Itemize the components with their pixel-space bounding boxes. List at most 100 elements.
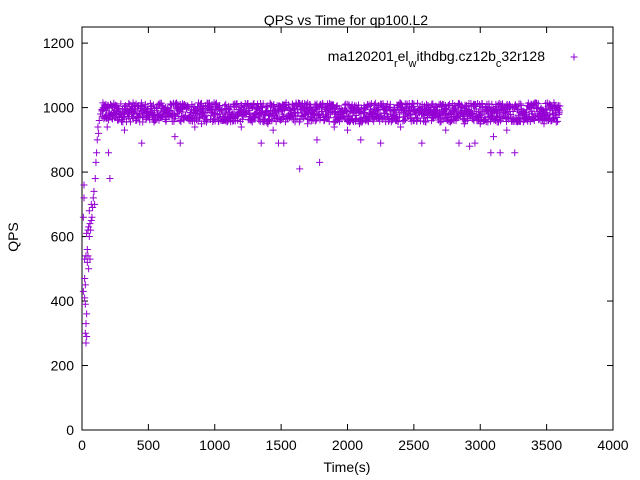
data-point	[105, 149, 113, 157]
legend-label: ma120201relwithdbg.cz12bc32r128	[328, 48, 545, 70]
data-point	[270, 101, 278, 109]
data-point	[103, 123, 111, 131]
data-point	[280, 139, 288, 147]
data-point	[460, 120, 468, 128]
x-tick-label: 500	[137, 437, 161, 453]
data-point	[91, 175, 99, 183]
data-point	[445, 100, 453, 108]
data-point	[86, 220, 94, 228]
data-point	[418, 139, 426, 147]
data-point	[80, 194, 88, 202]
data-point	[89, 194, 97, 202]
x-tick-label: 2000	[332, 437, 363, 453]
legend-marker-plus	[570, 53, 578, 61]
data-point	[196, 114, 204, 122]
data-point	[250, 100, 258, 108]
data-point	[85, 265, 93, 273]
data-point	[83, 333, 91, 341]
data-point	[422, 118, 430, 126]
data-point	[95, 116, 103, 124]
x-tick-label: 2500	[398, 437, 429, 453]
data-point	[255, 116, 263, 124]
data-point	[500, 104, 508, 112]
data-point	[79, 287, 87, 295]
x-tick-label: 3500	[531, 437, 562, 453]
data-point	[102, 100, 110, 108]
data-point	[313, 136, 321, 144]
data-point	[153, 105, 161, 113]
legend-label-part: ma120201	[328, 48, 394, 64]
chart-title: QPS vs Time for qp100.L2	[264, 12, 428, 28]
legend-label-part: r	[394, 58, 398, 70]
data-point	[148, 103, 156, 111]
data-point	[377, 139, 385, 147]
y-tick-label: 1000	[43, 100, 74, 116]
data-point	[90, 187, 98, 195]
data-point	[503, 126, 511, 134]
data-point	[530, 116, 538, 124]
data-point	[87, 216, 95, 224]
data-point	[511, 102, 519, 110]
data-point	[92, 158, 100, 166]
data-point	[400, 117, 408, 125]
data-point	[516, 113, 524, 121]
data-point	[352, 111, 360, 119]
data-point	[397, 123, 405, 131]
data-point	[259, 100, 267, 108]
data-point	[125, 100, 133, 108]
data-point	[487, 149, 495, 157]
data-point	[430, 113, 438, 121]
data-point	[98, 107, 106, 115]
data-point	[248, 118, 256, 126]
data-point	[343, 108, 351, 116]
data-point	[82, 339, 90, 347]
data-point	[176, 116, 184, 124]
data-point	[79, 213, 87, 221]
data-point	[86, 255, 94, 263]
data-point	[91, 200, 99, 208]
data-point	[311, 117, 319, 125]
data-point	[316, 158, 324, 166]
data-point	[203, 116, 211, 124]
data-point	[115, 105, 123, 113]
data-point	[82, 320, 90, 328]
data-point	[95, 129, 103, 137]
data-point	[85, 233, 93, 241]
data-point	[386, 100, 394, 108]
data-point	[301, 100, 309, 108]
data-point	[81, 274, 89, 282]
x-tick-label: 1500	[266, 437, 297, 453]
y-axis: 0 200 400 600 800 1000 1200	[43, 35, 613, 438]
data-point	[154, 100, 162, 108]
y-tick-label: 400	[51, 293, 75, 309]
data-point	[196, 100, 204, 108]
data-point	[126, 118, 134, 126]
data-point	[552, 118, 560, 126]
data-point	[120, 126, 128, 134]
y-tick-label: 0	[66, 422, 74, 438]
data-point	[300, 111, 308, 119]
data-point	[83, 245, 91, 253]
x-axis: 0 500 1000 1500 2000 2500 3000 3500 4000	[78, 27, 629, 453]
legend: ma120201relwithdbg.cz12bc32r128	[328, 48, 578, 70]
data-point	[370, 117, 378, 125]
data-point	[246, 109, 254, 117]
data-point	[414, 99, 422, 107]
data-point	[162, 116, 170, 124]
data-point	[269, 126, 277, 134]
data-point	[451, 102, 459, 110]
data-point	[171, 133, 179, 141]
data-point	[237, 123, 245, 131]
data-point	[85, 207, 93, 215]
data-point	[490, 133, 498, 141]
data-point	[202, 112, 210, 120]
data-point	[101, 113, 109, 121]
x-tick-label: 0	[78, 437, 86, 453]
data-point	[466, 142, 474, 150]
data-point	[410, 100, 418, 108]
data-point	[346, 112, 354, 120]
legend-label-part: ithdbg.cz12b	[417, 48, 497, 64]
data-point	[81, 281, 89, 289]
data-point	[529, 113, 537, 121]
